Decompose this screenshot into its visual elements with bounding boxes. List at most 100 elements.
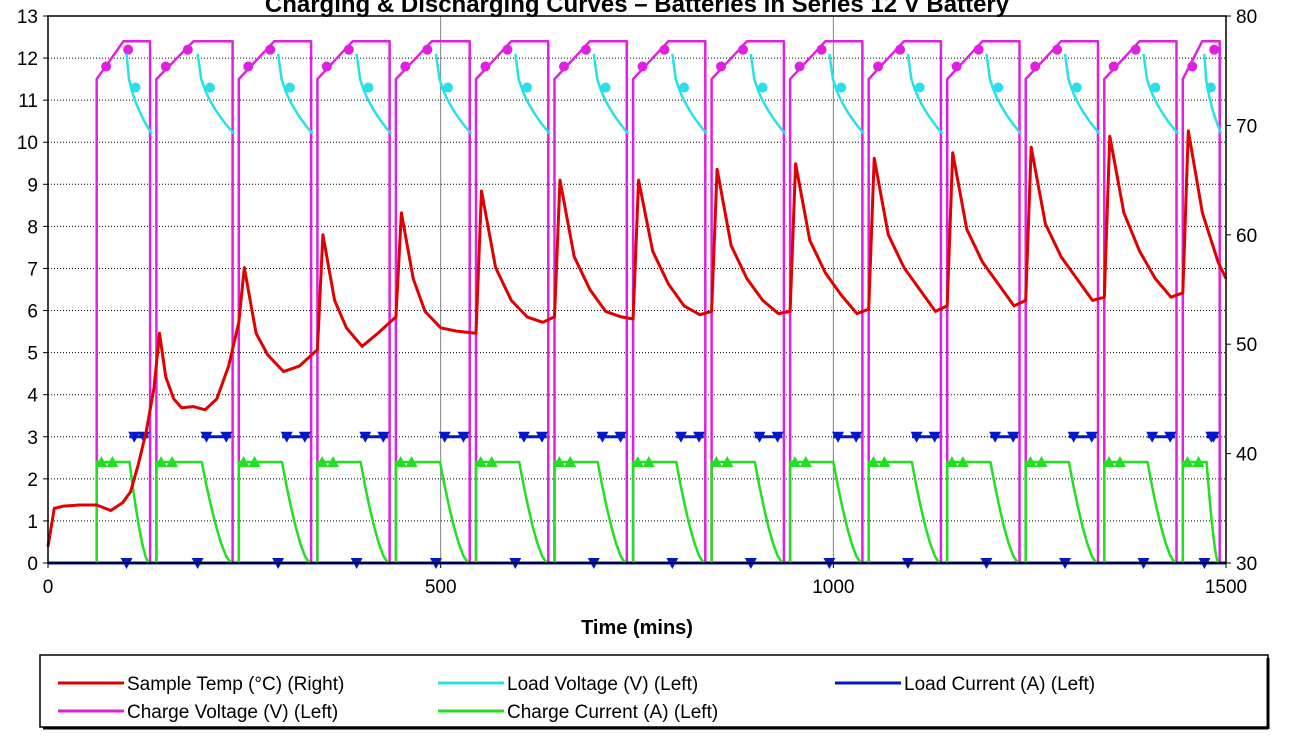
charge-current-point xyxy=(485,456,498,468)
load-voltage-point xyxy=(363,82,374,93)
charge-voltage-point xyxy=(659,44,670,55)
legend-label: Sample Temp (°C) (Right) xyxy=(127,674,344,695)
charge-current-point xyxy=(710,456,723,468)
series-load-voltage xyxy=(355,53,393,135)
y-left-tick-label: 9 xyxy=(27,175,38,196)
series-charge-current xyxy=(1024,460,1098,564)
series-load-voltage xyxy=(906,53,944,135)
load-voltage-point xyxy=(284,82,295,93)
charge-current-point xyxy=(394,456,407,468)
y-left-tick-label: 12 xyxy=(17,49,38,70)
load-current-point xyxy=(1164,431,1177,443)
charge-voltage-point xyxy=(895,44,906,55)
load-current-point xyxy=(674,431,687,443)
load-current-point xyxy=(298,431,311,443)
load-voltage-point xyxy=(679,82,690,93)
charge-voltage-point xyxy=(580,44,591,55)
load-current-point xyxy=(438,431,451,443)
plot-frame xyxy=(47,15,1227,564)
gridlines xyxy=(48,16,1226,563)
load-current-point xyxy=(200,431,213,443)
y-right-tick-label: 30 xyxy=(1236,554,1257,575)
charge-voltage-point xyxy=(738,44,749,55)
load-voltage-point xyxy=(600,82,611,93)
legend-label: Charge Voltage (V) (Left) xyxy=(127,702,338,723)
series-charge-current xyxy=(316,460,390,564)
legend-box xyxy=(39,654,1269,728)
series-load-voltage xyxy=(125,53,153,135)
y-left-tick-label: 1 xyxy=(27,512,38,533)
y-left-tick-label: 8 xyxy=(27,217,38,238)
load-current-point xyxy=(850,431,863,443)
charge-voltage-point xyxy=(794,61,805,72)
charge-voltage-point xyxy=(1030,61,1041,72)
charge-voltage-point xyxy=(321,61,332,72)
series-charge-current xyxy=(474,460,548,564)
series-charge-current xyxy=(155,460,233,564)
charge-current-point xyxy=(945,456,958,468)
charge-current-point xyxy=(1192,456,1205,468)
y-right-tick-label: 70 xyxy=(1236,116,1257,137)
series-charge-current xyxy=(553,460,627,564)
load-current-point xyxy=(359,431,372,443)
y-right-tick-label: 80 xyxy=(1236,7,1257,28)
x-tick-label: 500 xyxy=(425,577,457,598)
charge-current-point xyxy=(631,456,644,468)
load-voltage-point xyxy=(914,82,925,93)
charge-voltage-point xyxy=(343,44,354,55)
series-sample-temp xyxy=(46,129,1228,547)
load-current-point xyxy=(517,431,530,443)
charge-voltage-point xyxy=(480,61,491,72)
charge-current-point xyxy=(316,456,329,468)
charge-voltage-point xyxy=(502,44,513,55)
x-tick-label: 1000 xyxy=(812,577,854,598)
charge-current-point xyxy=(564,456,577,468)
load-current-point xyxy=(596,431,609,443)
load-voltage-point xyxy=(1071,82,1082,93)
y-left-tick-label: 0 xyxy=(27,554,38,575)
charge-voltage-point xyxy=(422,44,433,55)
charge-current-point xyxy=(788,456,801,468)
charge-voltage-point xyxy=(951,61,962,72)
charge-current-point xyxy=(106,456,119,468)
y-left-tick-label: 11 xyxy=(18,91,38,112)
y-right-tick-label: 50 xyxy=(1236,335,1257,356)
charge-current-point xyxy=(155,456,168,468)
charge-current-point xyxy=(721,456,734,468)
legend-label: Load Current (A) (Left) xyxy=(904,674,1095,695)
charge-current-point xyxy=(1024,456,1037,468)
charge-voltage-point xyxy=(558,61,569,72)
charge-voltage-point xyxy=(637,61,648,72)
charge-current-point xyxy=(799,456,812,468)
series-load-voltage xyxy=(985,53,1022,135)
charge-voltage-point xyxy=(243,61,254,72)
load-current-point xyxy=(457,431,470,443)
charge-current-point xyxy=(878,456,891,468)
series-load-voltage xyxy=(276,53,314,135)
series-charge-current xyxy=(95,460,150,564)
y-left-tick-label: 6 xyxy=(27,302,38,323)
charge-voltage-point xyxy=(1130,44,1141,55)
series-charge-current xyxy=(631,460,705,564)
y-left-tick-label: 7 xyxy=(27,259,38,280)
charge-voltage-point xyxy=(873,61,884,72)
load-current-point xyxy=(614,431,627,443)
load-current-point xyxy=(771,431,784,443)
series-charge-current xyxy=(867,460,941,564)
charge-voltage-point xyxy=(1108,61,1119,72)
charge-voltage-point xyxy=(182,44,193,55)
load-current-point xyxy=(377,431,390,443)
y-right-tick-label: 40 xyxy=(1236,445,1257,466)
load-current-point xyxy=(928,431,941,443)
x-tick-label: 1500 xyxy=(1205,577,1247,598)
charge-voltage-point xyxy=(101,61,112,72)
load-current-point xyxy=(1085,431,1098,443)
series-charge-current xyxy=(237,460,311,564)
y-left-tick-label: 2 xyxy=(27,470,38,491)
load-voltage-point xyxy=(993,82,1004,93)
charge-voltage-point xyxy=(1187,61,1198,72)
legend-label: Load Voltage (V) (Left) xyxy=(507,674,698,695)
charge-current-point xyxy=(1102,456,1115,468)
series-charge-current xyxy=(1181,460,1220,564)
